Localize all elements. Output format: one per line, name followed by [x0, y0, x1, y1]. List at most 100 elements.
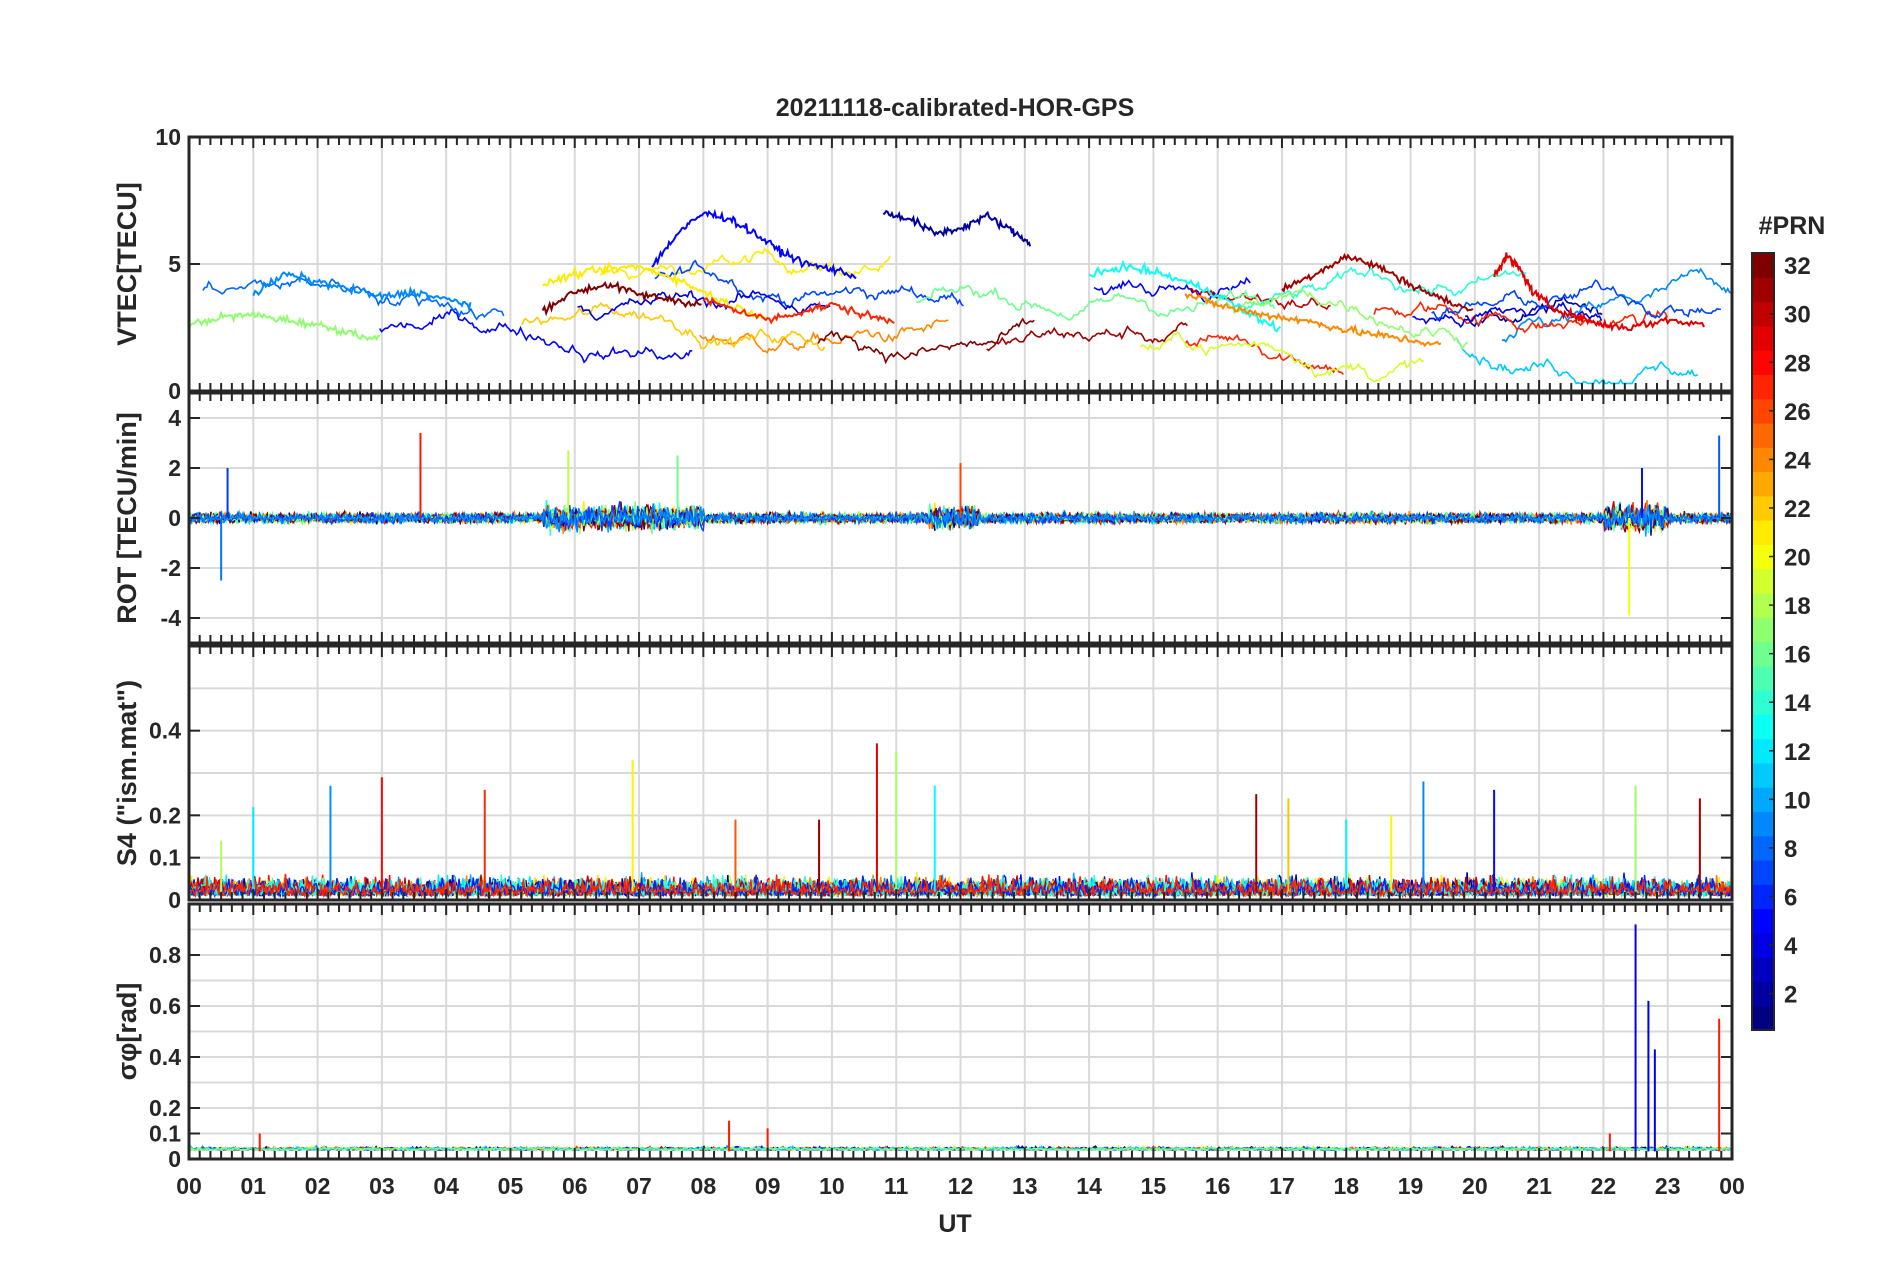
- x-tick-label: 00: [1719, 1173, 1745, 1199]
- vtec-noise-series: [379, 308, 693, 364]
- y-tick-label: -2: [161, 555, 181, 581]
- vtec-series-prn-17: [189, 309, 381, 342]
- ticks: [188, 393, 1733, 643]
- y-tick-label: 0.4: [149, 718, 181, 744]
- colorbar-label: #PRN: [1759, 212, 1826, 240]
- colorbar-swatch: [1752, 471, 1774, 497]
- x-tick-label: 02: [305, 1173, 331, 1199]
- rot-series: [189, 503, 1732, 533]
- y-axis-label: S4 ("ism.mat"): [112, 680, 142, 866]
- vtec-series-prn-32: [541, 280, 702, 317]
- colorbar-swatch: [1752, 544, 1774, 570]
- axes-frame: [187, 135, 1734, 393]
- y-tick-label: 0: [168, 378, 181, 404]
- colorbar-swatch: [1752, 592, 1774, 618]
- vtec-series-prn-31: [1281, 252, 1474, 312]
- y-tick-label: 4: [168, 405, 181, 431]
- vtec-noise-series: [1224, 289, 1468, 351]
- colorbar-swatch: [1752, 787, 1774, 813]
- vtec-series-prn-24: [1184, 293, 1442, 348]
- x-tick-label: 23: [1655, 1173, 1681, 1199]
- y-tick-label: 5: [168, 251, 181, 277]
- colorbar-swatch: [1752, 350, 1774, 376]
- x-tick-label: 21: [1526, 1173, 1552, 1199]
- vtec-noise-series: [1237, 266, 1527, 311]
- colorbar-swatch: [1752, 762, 1774, 788]
- y-axis-label: σφ[rad]: [112, 983, 142, 1081]
- x-tick-label: 19: [1398, 1173, 1424, 1199]
- chart-title: 20211118-calibrated-HOR-GPS: [776, 94, 1135, 122]
- colorbar-tick-label: 20: [1784, 545, 1811, 572]
- y-tick-label: 0.8: [149, 942, 181, 968]
- colorbar-swatch: [1752, 1005, 1774, 1031]
- vtec-series-prn-27: [702, 296, 895, 325]
- x-tick-label: 08: [691, 1173, 717, 1199]
- colorbar-swatch: [1752, 495, 1774, 521]
- colorbar-swatch: [1752, 374, 1774, 400]
- vtec-noise-series: [817, 317, 1035, 365]
- colorbar-tick-label: 30: [1784, 302, 1811, 329]
- series-group: [189, 433, 1732, 616]
- x-axis: 00 01 02 03 04 05 06 07 08 09 10 11 12 13 14 15 16 17 18 19…: [176, 1173, 1745, 1199]
- colorbar-tick-label: 4: [1784, 933, 1798, 960]
- vtec-series-prn-21: [542, 261, 766, 320]
- colorbar-swatch: [1752, 835, 1774, 861]
- y-tick-label: 0: [168, 887, 181, 913]
- colorbar-swatch: [1752, 860, 1774, 885]
- x-tick-label: 16: [1205, 1173, 1231, 1199]
- colorbar-tick-label: 8: [1784, 836, 1797, 863]
- colorbar-tick-label: 14: [1784, 690, 1811, 717]
- y-tick-label: 0: [168, 505, 181, 531]
- colorbar-swatch: [1752, 714, 1774, 740]
- colorbar-swatch: [1752, 253, 1774, 278]
- colorbar-swatch: [1752, 908, 1774, 934]
- colorbar-swatch: [1752, 690, 1774, 715]
- x-tick-label: 00: [176, 1173, 202, 1199]
- x-tick-label: 20: [1462, 1173, 1488, 1199]
- x-tick-label: 07: [626, 1173, 652, 1199]
- colorbar-tick-label: 12: [1784, 739, 1811, 766]
- vtec-series-prn-9: [252, 270, 472, 313]
- x-tick-label: 22: [1591, 1173, 1617, 1199]
- vtec-noise-series: [654, 259, 964, 309]
- panel-s4: 0 0.1 0.2 0.4 S4 ("ism.mat"): [112, 644, 1734, 913]
- rot-series: [189, 500, 1732, 532]
- y-tick-label: 0: [168, 1146, 181, 1172]
- axes-frame: [187, 391, 1734, 645]
- vtec-noise-series: [986, 321, 1188, 352]
- x-tick-label: 12: [948, 1173, 974, 1199]
- x-tick-label: 06: [562, 1173, 588, 1199]
- x-tick-label: 14: [1076, 1173, 1102, 1199]
- colorbar-frame: [1751, 252, 1775, 1031]
- colorbar-swatch: [1752, 811, 1774, 837]
- panel-rot: -4 -2 0 2 4 ROT [TECU/min]: [112, 391, 1734, 645]
- grid: [189, 646, 1732, 900]
- vtec-noise-series: [1139, 331, 1425, 383]
- colorbar-swatch: [1752, 520, 1774, 545]
- y-tick-label: 0.6: [149, 993, 181, 1019]
- colorbar-tick-label: 24: [1784, 447, 1811, 474]
- vtec-noise-series: [1373, 300, 1669, 334]
- y-axis-label: VTEC[TECU]: [112, 182, 142, 346]
- x-tick-label: 18: [1333, 1173, 1359, 1199]
- vtec-noise-series: [1093, 276, 1251, 304]
- vtec-noise-series: [599, 246, 891, 281]
- x-tick-label: 03: [369, 1173, 395, 1199]
- vtec-noise-series: [1501, 267, 1732, 343]
- y-tick-label: 0.2: [149, 1095, 181, 1121]
- x-tick-label: 13: [1012, 1173, 1038, 1199]
- colorbar-tick-label: 10: [1784, 787, 1811, 814]
- colorbar-swatch: [1752, 641, 1774, 667]
- colorbar-swatch: [1752, 665, 1774, 691]
- colorbar-swatch: [1752, 932, 1774, 958]
- colorbar-tick-label: 22: [1784, 496, 1811, 523]
- colorbar-swatch: [1752, 447, 1774, 473]
- colorbar-tick-label: 32: [1784, 253, 1811, 280]
- vtec-noise-series: [1431, 279, 1721, 321]
- series-group: [189, 208, 1732, 385]
- axes-frame: [187, 902, 1734, 1161]
- colorbar-swatch: [1752, 568, 1774, 594]
- colorbar-tick-label: 6: [1784, 884, 1797, 911]
- y-tick-label: -4: [161, 605, 182, 631]
